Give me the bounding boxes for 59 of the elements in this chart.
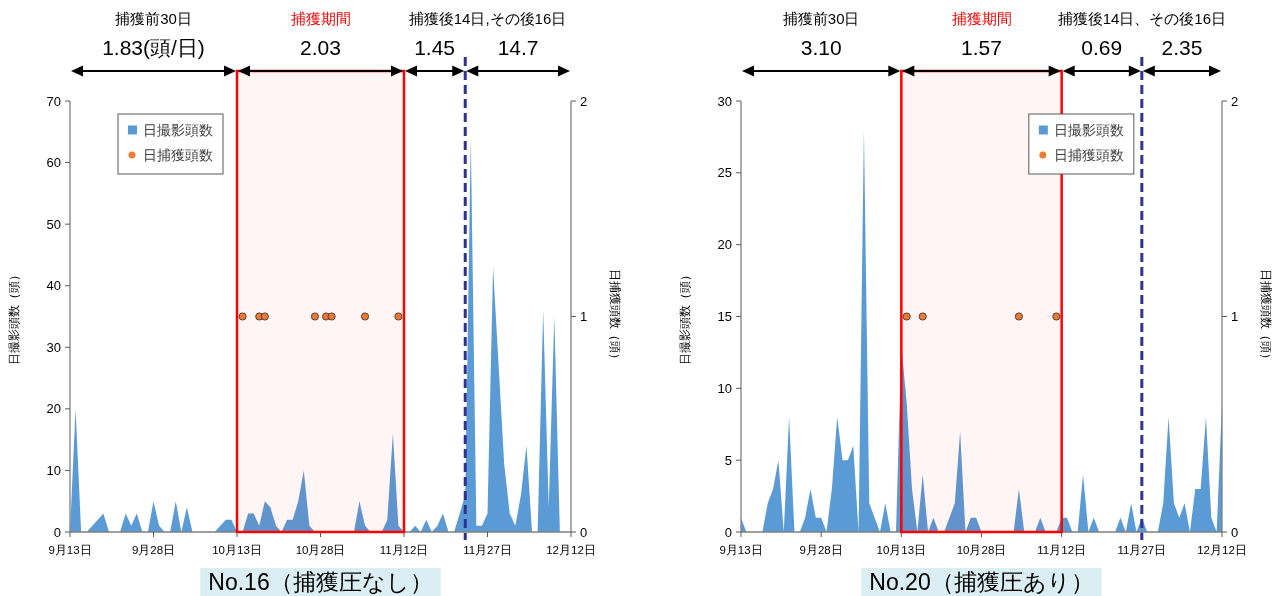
y2-tick-label: 1 [580, 309, 588, 324]
text: No.20（捕獲圧あり） [869, 569, 1094, 595]
y-tick-label: 20 [46, 401, 61, 417]
y2-tick-label: 1 [1231, 309, 1239, 324]
text: No.16（捕獲圧なし） [208, 569, 433, 595]
x-tick-label: 9月13日 [719, 544, 763, 556]
text: 捕獲前30日 [115, 10, 192, 27]
y-tick-label: 20 [717, 237, 732, 253]
band-label: 捕獲期間 [290, 10, 351, 27]
x-tick-label: 10月28日 [295, 544, 346, 556]
x-tick-label: 12月12日 [1197, 544, 1247, 556]
x-tick-label: 9月28日 [131, 544, 176, 556]
legend-label: 日捕獲頭数 [1053, 148, 1124, 163]
y-tick-label: 5 [724, 452, 732, 468]
x-tick-label: 11月27日 [1117, 544, 1167, 556]
y2-axis-title: 日捕獲頭数（頭） [1259, 268, 1272, 365]
y-axis-title: 日撮影頭数（頭） [7, 268, 21, 365]
legend-label: 日撮影頭数 [1053, 123, 1124, 138]
y-tick-label: 0 [724, 524, 732, 540]
y-tick-label: 0 [53, 524, 61, 540]
y-tick-label: 30 [717, 93, 732, 109]
x-tick-label: 9月13日 [48, 544, 92, 556]
text: 2.35 [1161, 36, 1203, 59]
x-tick-label: 9月28日 [799, 544, 843, 556]
text: 捕獲前30日 [782, 10, 860, 27]
x-tick-label: 10月13日 [212, 544, 262, 556]
x-tick-label: 11月12日 [1037, 544, 1087, 556]
y2-tick-label: 2 [1231, 93, 1239, 109]
text: 2.03 [300, 36, 341, 59]
y-tick-label: 10 [717, 380, 732, 396]
text: 0.69 [1081, 36, 1123, 59]
y-tick-label: 10 [46, 462, 61, 478]
text: 1.45 [414, 36, 456, 59]
x-tick-label: 12月12日 [546, 544, 596, 556]
x-tick-label: 11月12日 [379, 544, 429, 556]
y2-tick-label: 2 [580, 93, 588, 109]
x-tick-label: 10月13日 [876, 544, 927, 556]
x-tick-label: 10月28日 [956, 544, 1007, 556]
y-tick-label: 60 [46, 155, 61, 171]
y-tick-label: 15 [717, 309, 732, 324]
y-tick-label: 50 [46, 216, 61, 232]
text: 捕獲後14日,その後16日 [408, 10, 567, 27]
text: 1.57 [961, 36, 1002, 59]
legend-label: 日捕獲頭数 [143, 148, 213, 163]
y2-axis-title: 日捕獲頭数（頭） [608, 268, 622, 365]
legend-label: 日撮影頭数 [143, 123, 213, 138]
y2-tick-label: 0 [580, 524, 588, 540]
y-axis-title: 日撮影頭数（頭） [678, 268, 692, 365]
text: 捕獲後14日、その後16日 [1057, 10, 1227, 27]
y-tick-label: 40 [46, 278, 61, 294]
band-label: 捕獲期間 [951, 10, 1012, 27]
text: 3.10 [800, 36, 842, 59]
y-tick-label: 30 [46, 339, 61, 355]
text: 1.83(頭/日) [102, 36, 205, 59]
y2-tick-label: 0 [1231, 524, 1239, 540]
y-tick-label: 70 [46, 93, 61, 109]
text: 14.7 [497, 36, 539, 59]
x-tick-label: 11月27日 [463, 544, 512, 556]
y-tick-label: 25 [717, 165, 732, 181]
